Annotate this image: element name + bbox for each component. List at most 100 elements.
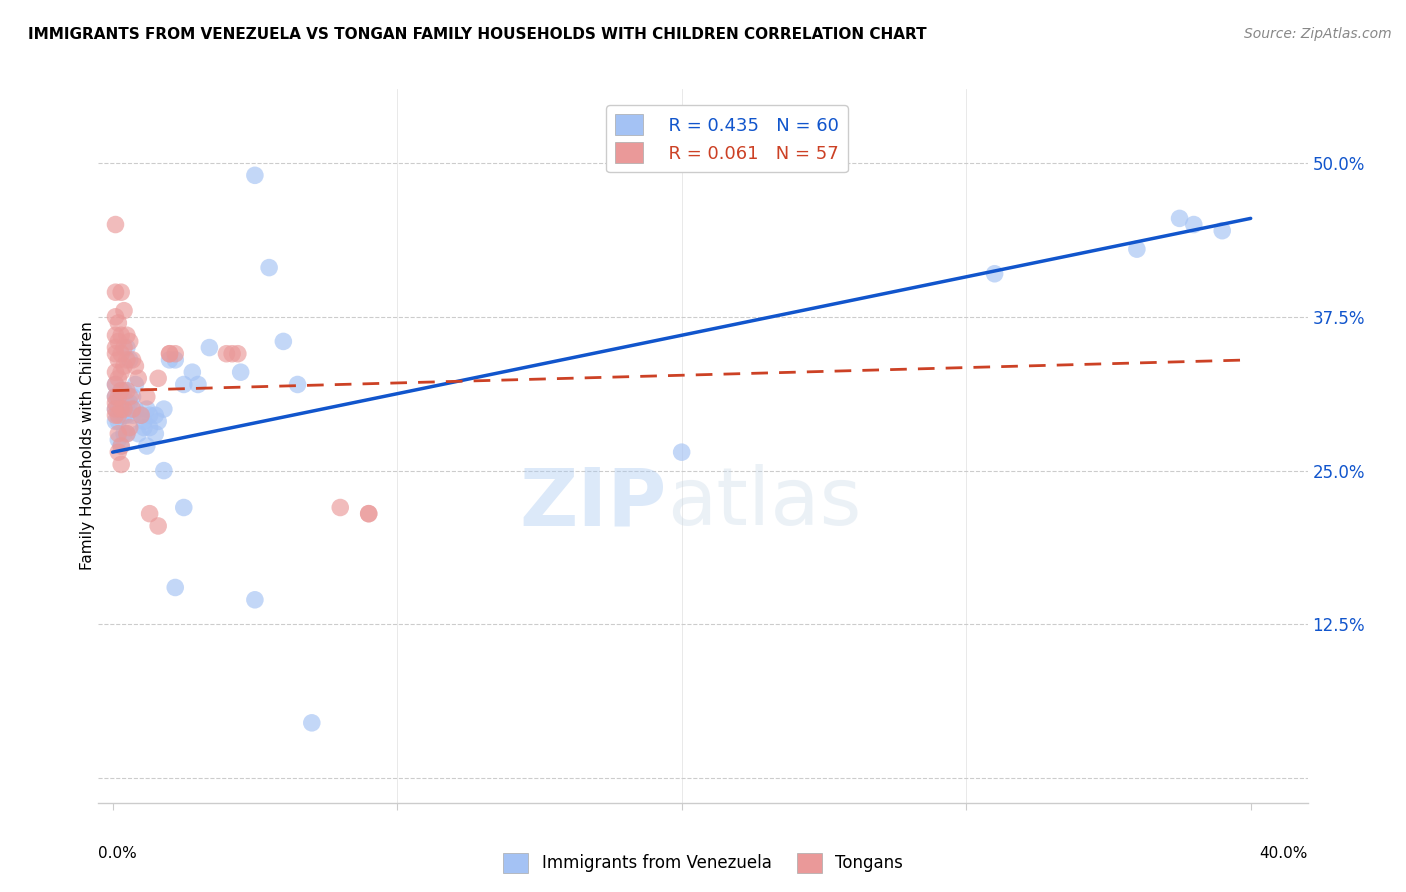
Point (110, 439, 132, 453)
Point (165, 581, 187, 595)
Text: atlas: atlas (666, 464, 860, 542)
Point (104, 414, 127, 428)
Point (143, 409, 166, 423)
Point (121, 402, 143, 417)
Point (115, 426, 138, 441)
Point (107, 352, 129, 367)
Point (104, 285, 127, 300)
Point (104, 390, 127, 404)
Text: IMMIGRANTS FROM VENEZUELA VS TONGAN FAMILY HOUSEHOLDS WITH CHILDREN CORRELATION : IMMIGRANTS FROM VENEZUELA VS TONGAN FAMI… (28, 27, 927, 42)
Point (287, 377, 309, 392)
Point (357, 507, 380, 521)
Point (110, 328, 132, 343)
Point (110, 439, 132, 453)
Point (115, 396, 138, 410)
Point (112, 303, 135, 318)
Point (357, 507, 380, 521)
Point (165, 347, 187, 361)
Point (124, 402, 146, 417)
Point (1182, 218, 1205, 232)
Point (135, 439, 157, 453)
Point (110, 390, 132, 404)
Point (107, 371, 129, 385)
Point (138, 507, 160, 521)
Point (124, 377, 146, 392)
Point (107, 334, 129, 349)
Point (104, 409, 127, 423)
Legend:   R = 0.435   N = 60,   R = 0.061   N = 57: R = 0.435 N = 60, R = 0.061 N = 57 (606, 105, 848, 172)
Point (112, 402, 135, 417)
Point (112, 402, 135, 417)
Point (132, 414, 155, 428)
Point (173, 500, 195, 515)
Point (104, 328, 127, 343)
Point (1126, 242, 1149, 256)
Point (110, 365, 132, 379)
Point (146, 519, 169, 533)
Point (112, 426, 135, 441)
Point (243, 592, 266, 607)
Y-axis label: Family Households with Children: Family Households with Children (80, 322, 94, 570)
Point (112, 409, 135, 423)
Point (115, 341, 138, 355)
Point (329, 500, 352, 515)
Point (104, 365, 127, 379)
Point (226, 347, 249, 361)
Point (165, 352, 187, 367)
Point (181, 365, 204, 379)
Point (107, 409, 129, 423)
Point (146, 414, 169, 428)
Point (129, 409, 152, 423)
Point (143, 426, 166, 441)
Point (159, 347, 181, 361)
Point (104, 377, 127, 392)
Point (107, 390, 129, 404)
Point (107, 402, 129, 417)
Point (121, 352, 143, 367)
Point (104, 396, 127, 410)
Point (107, 433, 129, 447)
Point (173, 377, 195, 392)
Point (118, 334, 141, 349)
Point (115, 384, 138, 398)
Point (104, 402, 127, 417)
Point (107, 414, 129, 428)
Point (153, 464, 176, 478)
Point (110, 347, 132, 361)
Point (104, 341, 127, 355)
Point (198, 341, 221, 355)
Point (107, 445, 129, 459)
Point (110, 384, 132, 398)
Point (115, 426, 138, 441)
Point (159, 352, 181, 367)
Point (118, 396, 141, 410)
Legend: Immigrants from Venezuela, Tongans: Immigrants from Venezuela, Tongans (496, 847, 910, 880)
Point (153, 402, 176, 417)
Point (104, 390, 127, 404)
Text: ZIP: ZIP (519, 464, 666, 542)
Point (138, 409, 160, 423)
Point (215, 347, 238, 361)
Point (159, 347, 181, 361)
Point (127, 426, 149, 441)
Point (112, 341, 135, 355)
Text: 0.0%: 0.0% (98, 846, 138, 861)
Point (110, 285, 132, 300)
Point (221, 347, 243, 361)
Point (110, 409, 132, 423)
Point (243, 169, 266, 183)
Text: Source: ZipAtlas.com: Source: ZipAtlas.com (1244, 27, 1392, 41)
Point (129, 409, 152, 423)
Point (104, 218, 127, 232)
Point (132, 420, 155, 434)
Point (983, 267, 1005, 281)
Point (187, 377, 209, 392)
Point (1168, 211, 1191, 226)
Point (104, 377, 127, 392)
Point (115, 409, 138, 423)
Point (273, 334, 295, 349)
Point (257, 260, 280, 275)
Point (110, 458, 132, 472)
Point (107, 316, 129, 330)
Point (112, 384, 135, 398)
